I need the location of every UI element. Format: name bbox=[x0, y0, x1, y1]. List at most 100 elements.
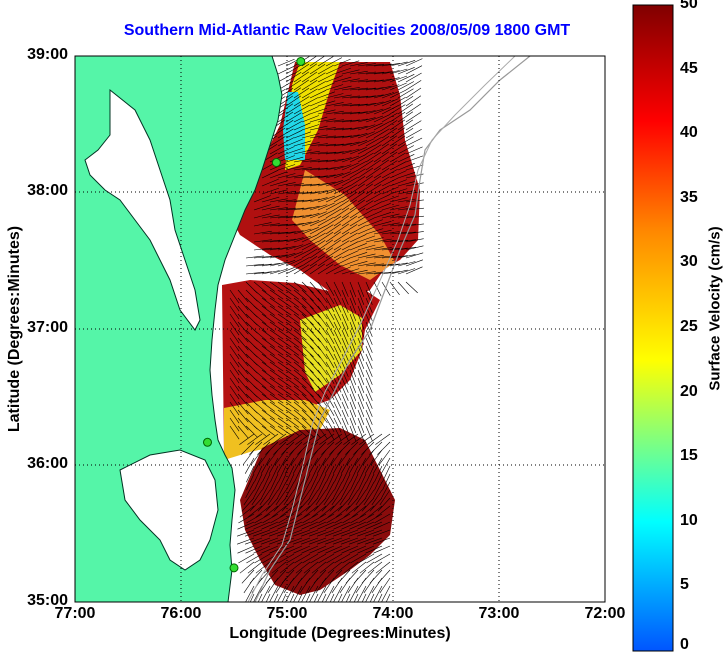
velocity-vector bbox=[253, 281, 267, 293]
velocity-vector bbox=[333, 157, 352, 163]
velocity-vector bbox=[317, 231, 334, 243]
velocity-vector bbox=[317, 151, 336, 155]
velocity-vector bbox=[397, 254, 416, 259]
velocity-vector bbox=[255, 433, 271, 445]
velocity-vector bbox=[292, 529, 311, 537]
velocity-vector bbox=[317, 297, 328, 312]
velocity-vector bbox=[269, 254, 288, 259]
velocity-vector bbox=[358, 465, 367, 483]
velocity-vector bbox=[373, 221, 392, 227]
velocity-vector bbox=[349, 225, 366, 235]
velocity-vector bbox=[277, 146, 295, 155]
velocity-vector bbox=[333, 192, 350, 203]
velocity-vector bbox=[301, 167, 320, 171]
velocity-vector bbox=[325, 231, 342, 243]
velocity-vector bbox=[366, 513, 383, 524]
velocity-vector bbox=[369, 593, 375, 602]
velocity-vector bbox=[300, 529, 319, 537]
velocity-vector bbox=[379, 449, 391, 465]
velocity-vector bbox=[373, 176, 390, 187]
velocity-vector bbox=[301, 305, 314, 318]
velocity-vector bbox=[309, 545, 327, 554]
velocity-vector bbox=[345, 441, 359, 455]
velocity-vector bbox=[285, 64, 302, 75]
velocity-vector bbox=[293, 417, 307, 429]
velocity-vector bbox=[269, 231, 288, 235]
velocity-vector bbox=[333, 94, 352, 99]
velocity-vector bbox=[253, 393, 267, 405]
velocity-vector bbox=[357, 200, 374, 211]
velocity-vector bbox=[283, 489, 295, 506]
velocity-vector bbox=[334, 553, 351, 564]
velocity-vector bbox=[295, 505, 311, 518]
velocity-vector bbox=[325, 329, 335, 344]
velocity-vector bbox=[309, 321, 321, 335]
velocity-vector bbox=[381, 168, 398, 179]
velocity-vector bbox=[309, 218, 327, 227]
velocity-vector bbox=[341, 377, 349, 393]
velocity-vector bbox=[365, 94, 384, 99]
velocity-vector bbox=[326, 473, 335, 491]
velocity-vector bbox=[269, 401, 284, 412]
velocity-vector bbox=[357, 393, 365, 410]
velocity-vector bbox=[262, 465, 271, 483]
velocity-vector bbox=[357, 409, 365, 426]
velocity-vector bbox=[357, 226, 375, 235]
velocity-vector bbox=[373, 194, 391, 203]
velocity-vector bbox=[237, 337, 249, 351]
velocity-vector bbox=[329, 593, 335, 602]
velocity-vector bbox=[293, 242, 311, 251]
velocity-vector bbox=[335, 561, 351, 574]
velocity-vector bbox=[269, 189, 288, 195]
velocity-vector bbox=[309, 521, 327, 530]
velocity-vector bbox=[317, 289, 328, 304]
velocity-vector bbox=[293, 63, 310, 75]
velocity-vector bbox=[301, 377, 314, 390]
velocity-vector bbox=[301, 63, 318, 75]
velocity-vector bbox=[317, 545, 335, 554]
velocity-vector bbox=[277, 545, 295, 554]
velocity-vector bbox=[236, 529, 255, 537]
velocity-vector bbox=[269, 207, 288, 211]
velocity-vector bbox=[229, 353, 240, 368]
radar-station-marker bbox=[271, 157, 281, 167]
velocity-vector bbox=[321, 497, 335, 512]
velocity-vector bbox=[341, 401, 349, 417]
velocity-vector bbox=[335, 433, 351, 445]
velocity-vector bbox=[273, 497, 287, 512]
velocity-vector bbox=[301, 97, 319, 107]
velocity-vector bbox=[349, 70, 368, 75]
velocity-vector bbox=[341, 207, 358, 219]
velocity-vector bbox=[275, 489, 287, 506]
velocity-vector bbox=[349, 345, 357, 362]
velocity-vector bbox=[253, 313, 267, 325]
velocity-vector bbox=[361, 593, 367, 602]
velocity-vector bbox=[313, 441, 327, 455]
velocity-vector bbox=[309, 393, 321, 407]
velocity-vector bbox=[317, 56, 334, 67]
velocity-vector bbox=[349, 118, 368, 123]
velocity-vector bbox=[309, 211, 327, 219]
velocity-vector bbox=[349, 481, 359, 499]
x-tick: 72:00 bbox=[584, 605, 626, 622]
velocity-vector bbox=[333, 58, 351, 67]
velocity-vector bbox=[349, 329, 357, 346]
velocity-vector bbox=[301, 205, 320, 211]
colorbar-tick: 25 bbox=[680, 318, 698, 335]
velocity-vector bbox=[262, 473, 271, 491]
velocity-vector bbox=[365, 361, 373, 377]
velocity-vector bbox=[295, 433, 311, 445]
velocity-vector bbox=[345, 497, 359, 512]
velocity-vector bbox=[253, 321, 267, 333]
velocity-vector bbox=[397, 246, 416, 251]
velocity-vector bbox=[357, 289, 365, 306]
velocity-vector bbox=[301, 329, 314, 342]
velocity-vector bbox=[341, 141, 360, 147]
velocity-vector bbox=[237, 377, 249, 391]
velocity-vector bbox=[375, 433, 391, 445]
velocity-vector bbox=[375, 561, 391, 574]
velocity-vector bbox=[261, 377, 275, 388]
velocity-vector bbox=[293, 281, 307, 293]
velocity-vector bbox=[325, 361, 335, 376]
velocity-vector bbox=[381, 151, 398, 163]
